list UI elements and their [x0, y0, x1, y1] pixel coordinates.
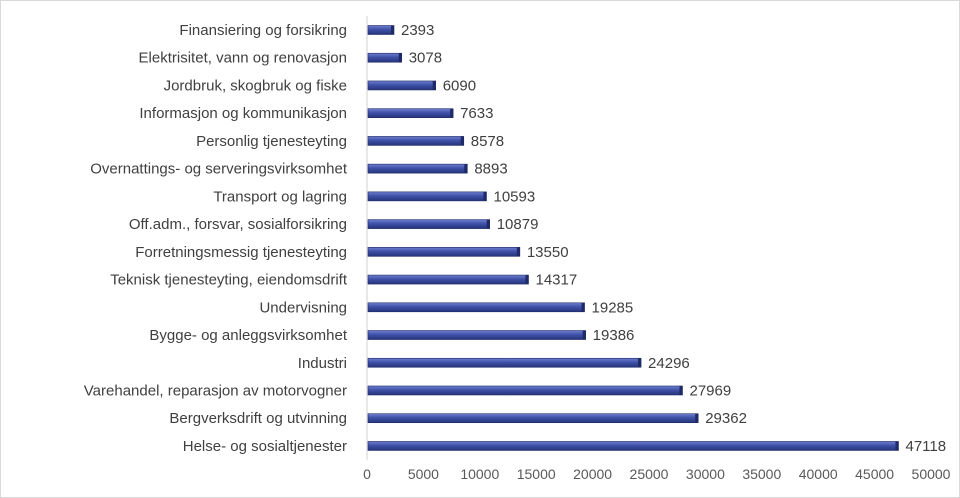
category-label: Jordbruk, skogbruk og fiske	[164, 77, 347, 94]
value-label: 47118	[905, 438, 946, 455]
category-label: Informasjon og kommunikasjon	[139, 105, 347, 122]
category-label: Bygge- og anleggsvirksomhet	[149, 327, 347, 344]
bar	[367, 413, 699, 424]
category-label: Off.adm., forsvar, sosialforsikring	[129, 216, 347, 233]
value-label: 14317	[535, 272, 577, 289]
x-tick-label: 25000	[630, 466, 669, 482]
value-label: 3078	[409, 50, 442, 67]
value-label: 7633	[460, 105, 493, 122]
labels-layer: Finansiering og forsikring 2393 Elektrisit…	[84, 22, 946, 455]
x-tick-label: 15000	[517, 466, 556, 482]
x-tick-label: 0	[363, 466, 371, 482]
bar-end-cap	[679, 385, 683, 395]
bar-end-cap	[483, 191, 487, 201]
bar-end-cap	[581, 302, 585, 312]
value-label: 13550	[527, 244, 569, 261]
bar-end-cap	[450, 108, 454, 118]
category-label: Personlig tjenesteyting	[196, 133, 347, 150]
bar-end-cap	[638, 358, 642, 368]
bar-end-cap	[525, 275, 529, 285]
category-label: Transport og lagring	[213, 188, 347, 205]
value-label: 6090	[443, 77, 476, 94]
bar	[367, 191, 487, 202]
bar	[367, 136, 465, 146]
bar-end-cap	[695, 413, 699, 423]
value-label: 10593	[493, 188, 535, 205]
value-label: 8893	[474, 161, 507, 178]
x-tick-label: 30000	[686, 466, 725, 482]
bar-end-cap	[390, 25, 394, 35]
axis-layer: 0 5000 10000 15000 20000 25000 30000 35000 40000…	[363, 16, 951, 482]
bar-end-cap	[895, 441, 899, 451]
category-label: Overnattings- og serveringsvirksomhet	[90, 161, 348, 178]
bar	[367, 274, 529, 285]
bar	[367, 80, 436, 91]
category-label: Varehandel, reparasjon av motorvogner	[84, 382, 347, 399]
bar	[367, 385, 683, 396]
bar-end-cap	[398, 53, 402, 63]
x-tick-label: 50000	[912, 466, 951, 482]
bar	[367, 25, 395, 35]
bar	[367, 163, 468, 174]
value-label: 29362	[705, 410, 747, 427]
value-label: 2393	[401, 22, 434, 39]
category-label: Forretningsmessig tjenesteyting	[135, 244, 347, 261]
bars-layer	[367, 25, 899, 451]
category-label: Undervisning	[259, 299, 347, 316]
bar	[367, 247, 521, 257]
bar	[367, 330, 586, 340]
x-tick-label: 20000	[573, 466, 612, 482]
bar-end-cap	[516, 247, 520, 257]
category-label: Elektrisitet, vann og renovasjon	[139, 50, 347, 67]
x-tick-label: 5000	[408, 466, 439, 482]
bar	[367, 357, 642, 368]
value-label: 19386	[593, 327, 635, 344]
bar-end-cap	[432, 80, 436, 90]
bar-end-cap	[582, 330, 586, 340]
category-label: Teknisk tjenesteyting, eiendomsdrift	[110, 272, 348, 289]
category-label: Helse- og sosialtjenester	[183, 438, 347, 455]
bar-end-cap	[486, 219, 490, 229]
bar	[367, 219, 491, 229]
x-tick-label: 45000	[855, 466, 894, 482]
value-label: 24296	[648, 355, 690, 372]
x-tick-label: 40000	[799, 466, 838, 482]
bar	[367, 302, 585, 313]
bar-end-cap	[460, 136, 464, 146]
bar	[367, 108, 454, 118]
x-tick-label: 10000	[460, 466, 499, 482]
bar-end-cap	[464, 164, 468, 174]
category-label: Bergverksdrift og utvinning	[169, 410, 347, 427]
value-label: 19285	[592, 299, 634, 316]
bar	[367, 52, 403, 63]
value-label: 10879	[497, 216, 539, 233]
value-label: 27969	[689, 382, 731, 399]
bar	[367, 441, 899, 451]
category-label: Industri	[298, 355, 347, 372]
value-label: 8578	[471, 133, 504, 150]
category-label: Finansiering og forsikring	[179, 22, 347, 39]
x-tick-label: 35000	[742, 466, 781, 482]
